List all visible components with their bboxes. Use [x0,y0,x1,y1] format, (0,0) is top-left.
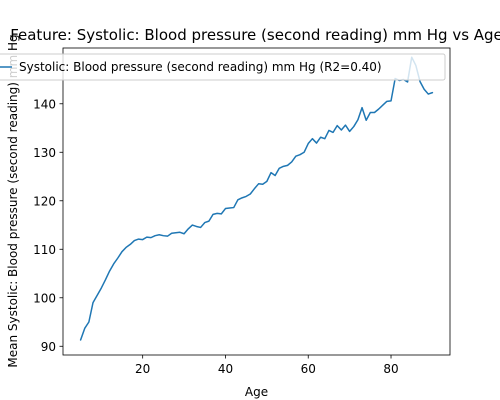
y-axis-ticks: 90 100 110 120 130 140 [33,97,63,354]
x-tick-label: 80 [383,362,398,376]
series-line [79,56,434,341]
y-tick-label: 140 [33,97,56,111]
legend: Systolic: Blood pressure (second reading… [0,53,446,81]
x-axis-label: Age [245,385,268,399]
x-tick-label: 20 [135,362,150,376]
y-tick-label: 110 [33,243,56,257]
y-tick-label: 100 [33,291,56,305]
axes-frame [62,47,451,356]
chart-title: Feature: Systolic: Blood pressure (secon… [10,26,500,44]
y-tick-label: 120 [33,194,56,208]
x-tick-label: 40 [218,362,233,376]
x-axis-ticks: 20 40 60 80 [135,355,399,376]
y-tick-label: 130 [33,146,56,160]
legend-frame [0,53,446,81]
x-tick-label: 60 [301,362,316,376]
legend-entry-label: Systolic: Blood pressure (second reading… [19,60,382,74]
y-tick-label: 90 [41,340,56,354]
plot-area [62,47,451,356]
y-axis-label: Mean Systolic: Blood pressure (second re… [6,34,20,367]
